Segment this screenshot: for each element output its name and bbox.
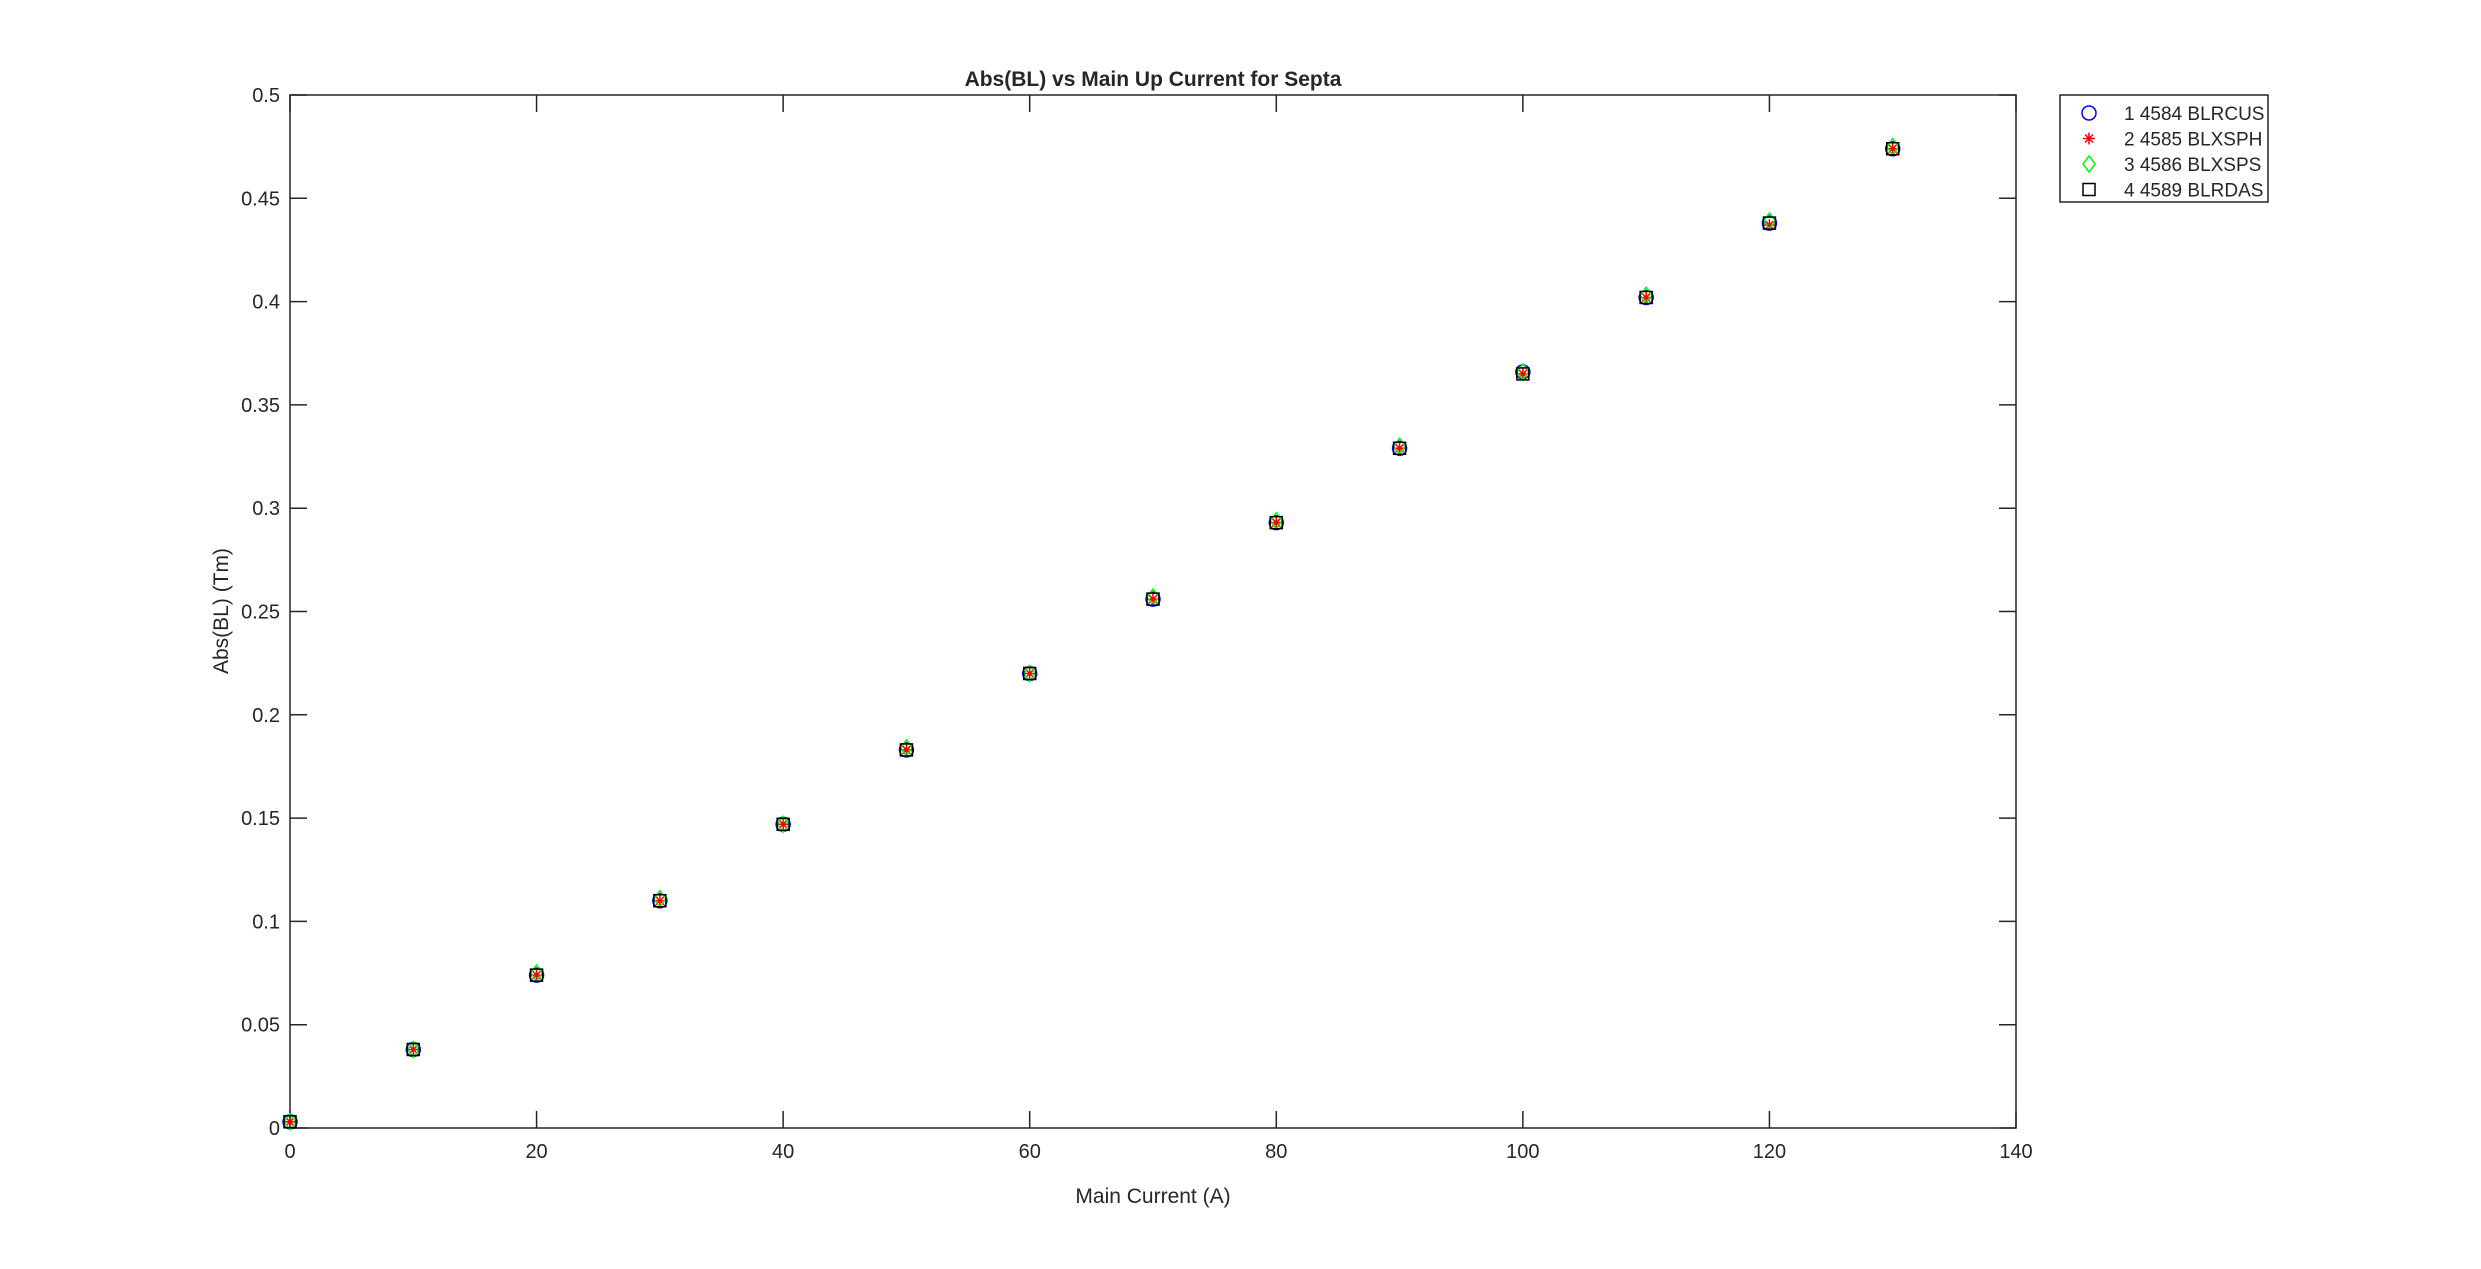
x-tick-label: 120	[1753, 1141, 1786, 1163]
y-tick-label: 0.3	[252, 498, 280, 520]
data-point	[1639, 290, 1653, 305]
data-point	[1516, 367, 1530, 381]
data-point	[284, 1115, 296, 1128]
y-tick-label: 0.35	[241, 395, 280, 417]
data-point	[900, 743, 913, 756]
series-1	[282, 140, 1901, 1130]
data-point	[777, 818, 790, 831]
data-point	[1270, 516, 1283, 529]
x-tick-label: 0	[284, 1141, 295, 1163]
y-tick-label: 0.05	[241, 1015, 280, 1037]
legend-entry: 2 4585 BLXSPH	[2124, 130, 2262, 151]
legend-entry: 3 4586 BLXSPS	[2124, 155, 2261, 176]
data-point	[1762, 216, 1777, 230]
legend-marker-square-icon	[2082, 182, 2096, 197]
legend-marker-diamond-icon	[2082, 154, 2096, 174]
y-tick-label: 0.2	[252, 705, 280, 727]
x-tick-label: 60	[1019, 1141, 1041, 1163]
legend: 1 4584 BLRCUS 2 4585 BLXSPH 3 4586 BLXSPS 4…	[2059, 94, 2269, 203]
data-point	[530, 969, 543, 982]
data-point	[899, 743, 914, 757]
data-point	[1023, 667, 1036, 680]
x-tick-label: 80	[1265, 1141, 1287, 1163]
y-tick-label: 0.1	[252, 911, 280, 933]
data-point	[1147, 593, 1159, 606]
series-2	[284, 142, 1899, 1128]
y-axis-label: Abs(BL) (Tm)	[210, 548, 233, 674]
legend-entry: 4 4589 BLRDAS	[2124, 181, 2263, 202]
chart-title: Abs(BL) vs Main Up Current for Septa	[965, 68, 1342, 91]
x-axis-label: Main Current (A)	[1075, 1185, 1230, 1208]
series-3	[283, 137, 1900, 1132]
data-point	[1269, 515, 1284, 530]
x-tick-label: 140	[1999, 1141, 2032, 1163]
data-point	[1886, 142, 1899, 155]
data-point	[653, 894, 666, 907]
data-point	[1640, 291, 1653, 304]
y-tick-label: 0.15	[241, 808, 280, 830]
legend-marker-circle-icon	[2081, 105, 2097, 121]
data-point	[283, 1115, 297, 1129]
x-tick-label: 100	[1506, 1141, 1539, 1163]
data-point	[653, 893, 667, 908]
series-4	[283, 141, 1900, 1129]
data-point	[283, 1112, 297, 1132]
y-tick-label: 0.25	[241, 602, 280, 624]
data-point	[529, 968, 544, 982]
legend-entry: 1 4584 BLRCUS	[2124, 104, 2264, 125]
x-tick-label: 40	[772, 1141, 794, 1163]
y-tick-label: 0.5	[252, 85, 280, 107]
x-tick-label: 20	[525, 1141, 547, 1163]
y-tick-label: 0.4	[252, 292, 280, 314]
data-point	[406, 1042, 421, 1057]
y-tick-label: 0	[269, 1118, 280, 1140]
data-point	[1393, 442, 1406, 455]
data-point	[1022, 664, 1037, 683]
data-point	[1763, 219, 1776, 232]
data-point	[776, 815, 791, 834]
data-point	[1146, 592, 1160, 606]
data-point	[1885, 141, 1900, 156]
data-point	[406, 1040, 421, 1059]
data-point	[1022, 666, 1037, 681]
y-tick-label: 0.45	[241, 188, 280, 210]
legend-marker-asterisk-icon	[2083, 132, 2095, 145]
plot-area	[289, 94, 2017, 1129]
data-point	[1516, 367, 1529, 380]
data-point	[1392, 441, 1407, 456]
data-point	[776, 817, 790, 832]
data-point	[407, 1043, 420, 1056]
